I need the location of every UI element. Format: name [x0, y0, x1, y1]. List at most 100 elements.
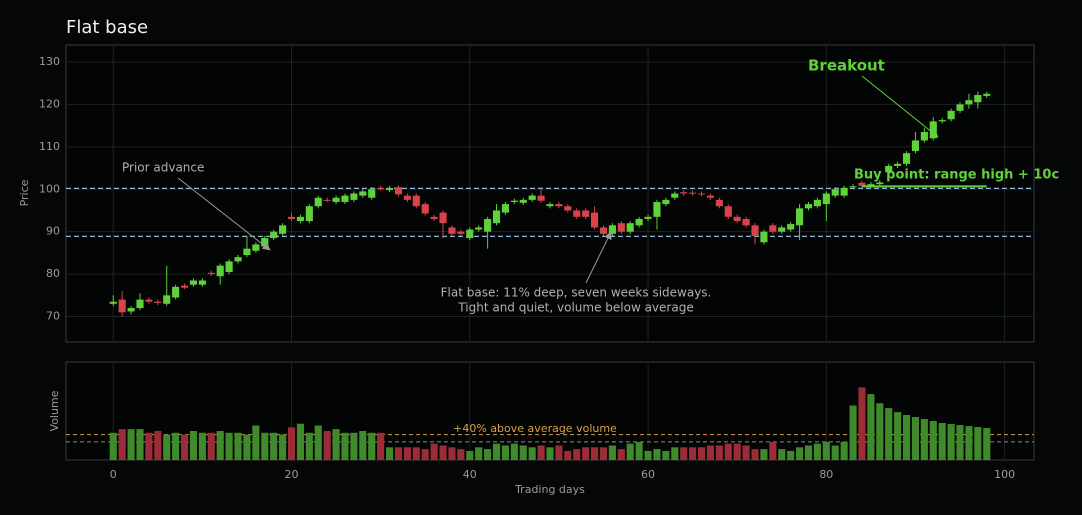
volume-bar	[965, 426, 973, 460]
annotation-arrow	[861, 75, 939, 138]
candle-body	[813, 199, 821, 207]
volume-bar	[626, 443, 634, 460]
candle-body	[876, 182, 884, 185]
chart-title: Flat base	[66, 17, 148, 38]
candle-body	[804, 204, 813, 209]
volume-bar	[118, 429, 126, 460]
volume-bar	[635, 441, 643, 460]
volume-bar	[519, 445, 527, 460]
volume-bar	[403, 447, 411, 460]
candle-body	[207, 272, 215, 275]
volume-bar	[475, 447, 483, 460]
volume-bar	[546, 447, 554, 460]
volume-bar	[412, 447, 420, 460]
volume-bar	[742, 445, 750, 460]
candle-body	[172, 286, 180, 298]
annotation-arrow	[585, 231, 612, 284]
candle-body	[902, 153, 911, 164]
candle-body	[341, 195, 349, 202]
x-tick-label: 0	[110, 468, 117, 481]
candle-body	[608, 225, 616, 234]
volume-bar	[189, 430, 198, 460]
candle-body	[769, 225, 777, 232]
candle-body	[974, 95, 982, 103]
volume-bar	[769, 441, 777, 460]
candle-body	[359, 191, 367, 196]
volume-bar	[377, 432, 385, 460]
volume-bar	[778, 449, 786, 460]
candle-body	[662, 199, 670, 205]
volume-bar	[457, 449, 465, 460]
volume-bar	[225, 432, 233, 460]
volume-bar	[127, 429, 135, 460]
volume-bar	[787, 450, 795, 460]
candle-body	[822, 193, 830, 205]
annotation-arrow	[177, 177, 271, 251]
candle-body	[680, 192, 688, 194]
volume-bar	[706, 445, 715, 460]
volume-bar	[537, 445, 545, 460]
x-tick-label: 80	[819, 468, 833, 481]
volume-bar	[947, 424, 955, 460]
candle-body	[234, 257, 242, 262]
candle-body	[885, 165, 893, 173]
candle-body	[323, 199, 331, 201]
candle-body	[243, 248, 251, 256]
candle-body	[305, 206, 313, 222]
candle-body	[385, 187, 394, 191]
candle-body	[296, 216, 304, 222]
candle-body	[938, 120, 946, 122]
volume-bar	[894, 412, 902, 460]
candle-body	[858, 182, 866, 186]
volume-bar	[876, 403, 884, 460]
y-tick-label: 130	[39, 55, 60, 68]
volume-bar	[243, 434, 251, 460]
volume-bar	[582, 447, 590, 460]
volume-bar	[180, 434, 189, 460]
y-tick-label: 70	[46, 310, 60, 323]
candle-body	[261, 238, 269, 247]
candle-body	[501, 204, 509, 213]
volume-bar	[724, 443, 732, 460]
candle-body	[163, 295, 171, 304]
volume-bar	[163, 434, 171, 460]
candle-body	[956, 104, 964, 111]
volume-bar	[697, 447, 706, 460]
volume-bar	[270, 432, 278, 460]
candle-body	[216, 265, 224, 277]
candle-body	[154, 301, 162, 303]
volume-bar	[332, 429, 340, 460]
volume-bar	[350, 432, 358, 460]
volume-bar	[796, 447, 804, 460]
volume-bar	[644, 450, 652, 460]
candle-body	[724, 206, 732, 217]
volume-bar	[858, 387, 866, 460]
volume-bar	[867, 394, 875, 460]
y-tick-label: 120	[39, 97, 60, 110]
volume-bar	[902, 414, 911, 460]
volume-bar	[279, 434, 287, 460]
candle-body	[778, 227, 786, 232]
candle-body	[947, 110, 955, 120]
candle-body	[519, 199, 527, 203]
volume-bar	[974, 426, 982, 460]
volume-bar	[920, 418, 928, 460]
x-tick-label: 40	[463, 468, 477, 481]
volume-bar	[715, 445, 723, 460]
volume-bar	[938, 422, 946, 460]
annotation: Flat base: 11% deep, seven weeks sideway…	[441, 286, 712, 300]
candle-body	[109, 301, 117, 304]
candle-body	[867, 184, 875, 186]
annotation: Tight and quiet, volume below average	[457, 301, 693, 315]
volume-bar	[385, 447, 394, 460]
candle-body	[537, 195, 545, 201]
volume-bar	[314, 425, 322, 460]
x-tick-label: 100	[994, 468, 1015, 481]
annotation: Breakout	[808, 57, 885, 75]
volume-bar	[591, 447, 599, 460]
candle-body	[403, 195, 411, 200]
candle-body	[368, 189, 376, 198]
candle-body	[448, 227, 456, 234]
candle-body	[492, 210, 501, 224]
candle-body	[983, 93, 991, 96]
